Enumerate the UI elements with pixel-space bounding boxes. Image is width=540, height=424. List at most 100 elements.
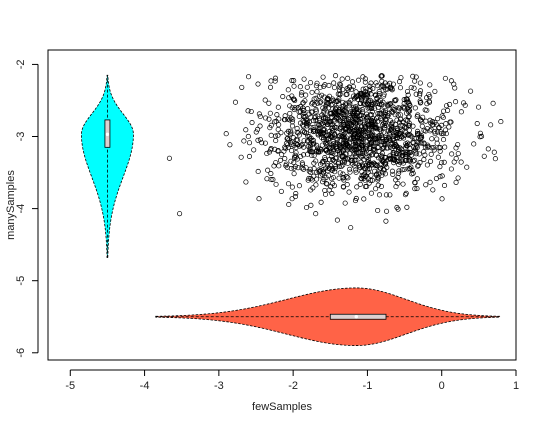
scatter-point <box>399 153 405 159</box>
scatter-point <box>364 183 370 190</box>
scatter-point <box>329 191 335 197</box>
scatter-point <box>417 135 424 141</box>
scatter-point <box>285 116 291 122</box>
scatter-point <box>340 171 346 177</box>
scatter-point <box>372 125 378 131</box>
scatter-point <box>348 225 354 231</box>
scatter-point <box>276 116 282 122</box>
violin-median <box>354 315 358 319</box>
scatter-point <box>430 118 436 125</box>
scatter-point <box>308 202 314 208</box>
scatter-point <box>382 109 388 115</box>
scatter-point <box>342 155 348 161</box>
scatter-point <box>314 176 320 182</box>
scatter-point <box>335 91 341 97</box>
scatter-point <box>359 95 365 101</box>
scatter-point <box>329 132 335 138</box>
scatter-point <box>321 176 327 182</box>
scatter-point <box>411 85 417 91</box>
scatter-point <box>403 129 409 136</box>
scatter-point <box>272 78 278 84</box>
scatter-point <box>243 127 249 133</box>
scatter-point <box>340 148 346 154</box>
scatter-point <box>301 138 307 144</box>
scatter-point <box>331 85 338 91</box>
scatter-point <box>328 163 334 169</box>
scatter-point <box>272 75 278 81</box>
scatter-point <box>448 166 454 172</box>
scatter-point <box>387 127 394 133</box>
scatter-point <box>427 82 433 88</box>
scatter-point <box>421 127 427 133</box>
scatter-point <box>437 174 443 180</box>
scatter-point <box>432 88 438 94</box>
scatter-point <box>257 123 263 129</box>
scatter-point <box>377 101 383 107</box>
scatter-point <box>253 129 259 135</box>
scatter-point <box>409 171 415 177</box>
scatter-point <box>256 196 262 202</box>
scatter-point <box>257 113 263 120</box>
scatter-point <box>332 158 338 164</box>
scatter-point <box>364 92 370 98</box>
scatter-point <box>315 113 321 119</box>
scatter-point <box>350 93 356 99</box>
scatter-point <box>267 125 273 131</box>
scatter-point <box>357 119 363 125</box>
scatter-point <box>299 160 305 166</box>
scatter-point <box>311 173 317 179</box>
scatter-point <box>334 217 340 223</box>
scatter-point <box>301 110 307 116</box>
scatter-point <box>256 111 262 117</box>
scatter-point <box>300 100 306 106</box>
scatter-point <box>381 129 387 135</box>
scatter-point <box>333 144 339 150</box>
scatter-point <box>268 78 274 84</box>
scatter-point <box>375 104 381 111</box>
scatter-point <box>388 155 394 161</box>
scatter-point <box>395 144 401 150</box>
scatter-point <box>322 187 328 194</box>
scatter-point <box>395 107 401 113</box>
scatter-point <box>387 130 393 136</box>
box-layer <box>104 75 500 320</box>
scatter-point <box>453 179 459 185</box>
scatter-point <box>481 153 487 159</box>
scatter-point <box>374 125 380 131</box>
scatter-point <box>255 137 261 143</box>
scatter-point <box>282 144 288 150</box>
scatter-point <box>474 121 480 127</box>
scatter-point <box>399 167 405 173</box>
scatter-point <box>375 174 381 180</box>
scatter-point <box>329 167 335 173</box>
scatter-point <box>329 121 335 127</box>
scatter-point <box>390 137 396 143</box>
scatter-point <box>368 177 374 184</box>
scatter-point <box>352 160 358 166</box>
violin-box <box>329 313 387 320</box>
scatter-point <box>413 151 419 157</box>
scatter-point <box>415 162 421 168</box>
scatter-point <box>271 163 277 169</box>
scatter-point <box>293 154 299 160</box>
scatter-point <box>434 140 440 146</box>
scatter-point <box>296 132 302 138</box>
scatter-point <box>361 196 367 202</box>
scatter-point <box>358 91 365 97</box>
scatter-point <box>282 155 288 162</box>
scatter-point <box>243 179 249 185</box>
scatter-point <box>397 136 403 142</box>
scatter-point <box>360 172 367 178</box>
scatter-point <box>448 119 454 125</box>
scatter-point <box>458 159 464 165</box>
scatter-point <box>369 99 375 105</box>
scatter-point <box>385 103 391 109</box>
y-tick-label: -6 <box>15 348 27 358</box>
scatter-point <box>372 120 378 126</box>
scatter-point <box>381 91 387 97</box>
scatter-point <box>293 191 299 197</box>
scatter-point <box>340 140 346 146</box>
scatter-point <box>344 182 350 188</box>
scatter-point <box>366 153 372 159</box>
scatter-point <box>455 151 461 157</box>
